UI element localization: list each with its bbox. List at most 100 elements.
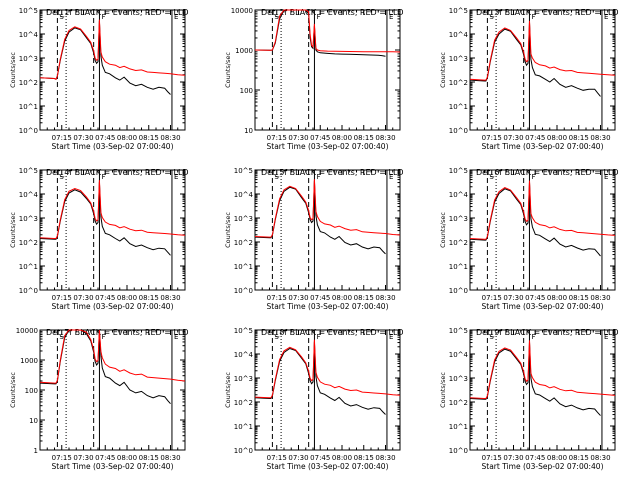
y-tick-label: 10^5: [19, 7, 38, 15]
x-tick-label: 07:30: [503, 134, 523, 142]
series-line-events: [469, 182, 601, 257]
x-tick-label: 07:15: [52, 294, 72, 302]
y-tick-label: 10^3: [234, 375, 253, 383]
plot-frame: [39, 169, 186, 291]
x-tick-label: 07:15: [267, 294, 287, 302]
x-tick-label: 08:00: [547, 294, 567, 302]
series-line-lld: [254, 179, 401, 238]
chart-title: Det_5f BLACK = Events, RED = LLD: [261, 168, 404, 177]
x-tick-label: 08:30: [590, 454, 610, 462]
y-tick-label: 10^5: [19, 167, 38, 175]
y-tick-label: 10^5: [234, 327, 253, 335]
series-line-events: [254, 341, 386, 415]
y-tick-label: 10^1: [19, 103, 38, 111]
chart-panel-5: Det_5f BLACK = Events, RED = LLD 10^0 10^1…: [224, 167, 404, 311]
y-tick-label: 10^1: [234, 423, 253, 431]
x-tick-label: 08:30: [160, 454, 180, 462]
x-tick-label: 07:15: [482, 454, 502, 462]
y-tick-label: 10^5: [234, 167, 253, 175]
x-tick-label: 07:30: [73, 294, 93, 302]
x-tick-label: 07:15: [482, 294, 502, 302]
x-tick-label: 08:30: [375, 294, 395, 302]
y-tick-label: 10^4: [234, 351, 254, 359]
x-tick-label: 07:15: [267, 134, 287, 142]
y-tick-label: 10^2: [234, 239, 253, 247]
y-tick-label: 10000: [231, 7, 253, 15]
y-tick-label: 10: [244, 127, 253, 135]
y-axis-label: Counts/sec: [439, 372, 447, 408]
chart-title: Det_8f BLACK = Events, RED = LLD: [261, 328, 404, 337]
y-tick-label: 10^3: [449, 55, 468, 63]
flag-label: S: [489, 13, 494, 21]
y-tick-label: 10^0: [19, 287, 38, 295]
flag-label: E: [174, 13, 178, 21]
y-tick-label: 10^0: [234, 287, 253, 295]
y-tick-label: 10^3: [234, 215, 253, 223]
flag-label: E: [604, 173, 608, 181]
x-tick-label: 07:45: [525, 454, 545, 462]
y-tick-label: 10^1: [449, 263, 468, 271]
y-tick-label: 10^0: [19, 127, 38, 135]
x-tick-label: 07:30: [73, 134, 93, 142]
x-tick-label: 07:45: [310, 134, 330, 142]
y-axis-label: Counts/sec: [224, 52, 232, 88]
flag-label: E: [389, 173, 393, 181]
x-tick-label: 08:15: [569, 454, 589, 462]
flag-label: F: [531, 173, 535, 181]
x-tick-label: 08:00: [117, 294, 137, 302]
chart-title: Det_4f BLACK = Events, RED = LLD: [46, 168, 189, 177]
y-tick-label: 100: [240, 87, 253, 95]
chart-panel-6: Det_6f BLACK = Events, RED = LLD 10^0 10^1…: [439, 167, 619, 311]
y-tick-label: 10^3: [19, 215, 38, 223]
y-tick-label: 10^5: [449, 7, 468, 15]
flag-label: F: [316, 333, 320, 341]
y-tick-label: 10^5: [449, 167, 468, 175]
flag-label: E: [604, 333, 608, 341]
plot-frame: [39, 9, 186, 131]
x-tick-label: 08:30: [160, 134, 180, 142]
y-tick-label: 10^3: [449, 215, 468, 223]
chart-panel-7: Det_7f BLACK = Events, RED = LLD 1 10 100 10…: [9, 327, 189, 471]
x-axis-label: Start Time (03-Sep-02 07:00:40): [52, 142, 174, 151]
x-tick-label: 08:15: [354, 294, 374, 302]
y-axis-label: Counts/sec: [9, 212, 17, 248]
x-tick-label: 08:30: [375, 134, 395, 142]
series-line-events: [39, 20, 171, 95]
x-tick-label: 08:00: [547, 134, 567, 142]
x-tick-label: 07:45: [525, 134, 545, 142]
y-tick-label: 10^2: [234, 399, 253, 407]
x-tick-label: 07:45: [310, 294, 330, 302]
y-tick-label: 10^0: [234, 447, 253, 455]
y-tick-label: 10^4: [19, 191, 39, 199]
chart-title: Det_7f BLACK = Events, RED = LLD: [46, 328, 189, 337]
flag-label: S: [274, 13, 279, 21]
chart-title: Det_2f BLACK = Events, RED = LLD: [261, 8, 404, 17]
x-axis-label: Start Time (03-Sep-02 07:00:40): [482, 462, 604, 471]
y-tick-label: 1: [34, 447, 38, 455]
y-tick-label: 10^1: [19, 263, 38, 271]
plot-frame: [254, 9, 401, 131]
flag-label: S: [489, 333, 494, 341]
x-tick-label: 08:15: [569, 134, 589, 142]
y-tick-label: 10^2: [19, 239, 38, 247]
x-tick-label: 08:30: [590, 294, 610, 302]
plot-frame: [469, 329, 616, 451]
x-tick-label: 07:45: [95, 454, 115, 462]
x-tick-label: 08:30: [375, 454, 395, 462]
flag-label: E: [389, 333, 393, 341]
plot-frame: [39, 329, 186, 451]
y-tick-label: 10: [29, 417, 38, 425]
x-tick-label: 07:15: [482, 134, 502, 142]
y-tick-label: 10^0: [449, 447, 468, 455]
chart-title: Det_1f BLACK = Events, RED = LLD: [46, 8, 189, 17]
x-tick-label: 08:00: [117, 134, 137, 142]
y-axis-label: Counts/sec: [224, 212, 232, 248]
flag-label: F: [316, 173, 320, 181]
flag-label: F: [316, 13, 320, 21]
chart-panel-9: Det_9f BLACK = Events, RED = LLD 10^0 10^1…: [439, 327, 619, 471]
y-axis-label: Counts/sec: [439, 52, 447, 88]
x-tick-label: 07:30: [73, 454, 93, 462]
flag-label: E: [174, 333, 178, 341]
x-tick-label: 08:15: [354, 134, 374, 142]
